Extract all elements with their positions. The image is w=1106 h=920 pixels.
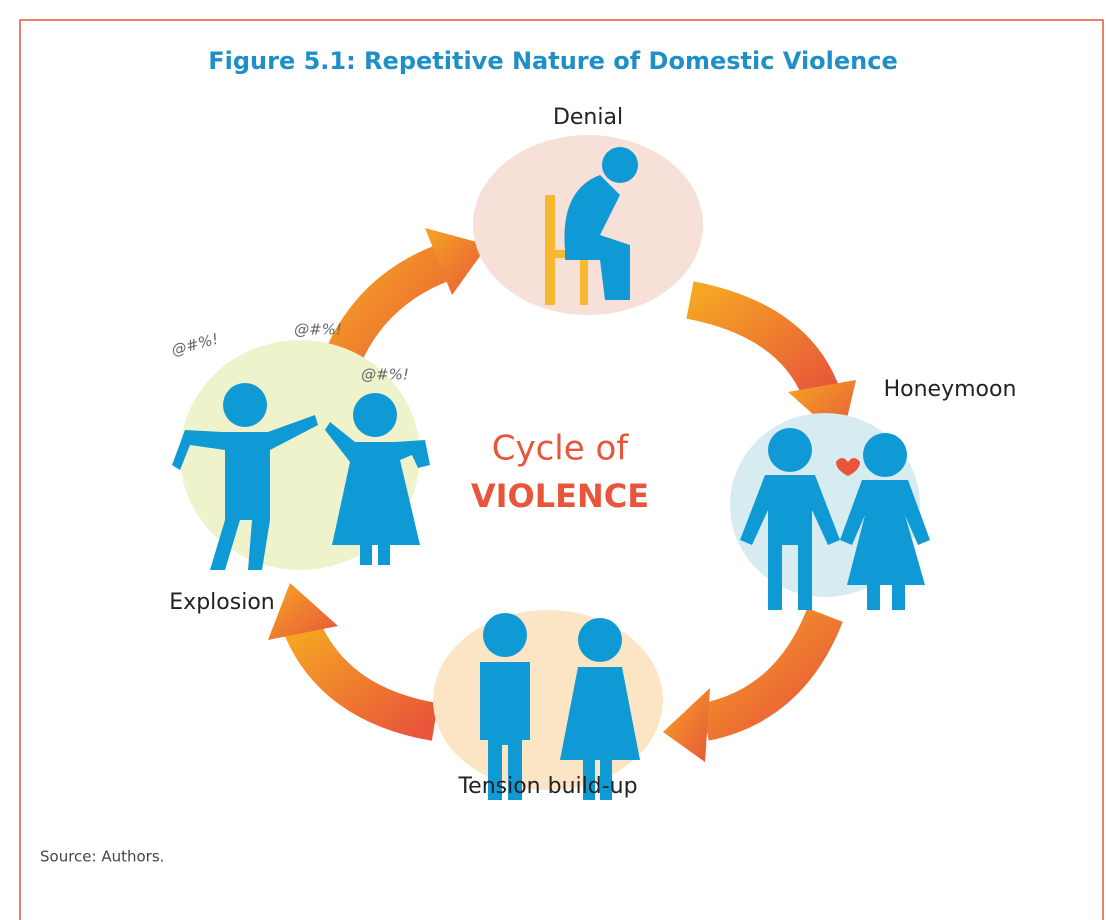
stage-label: Explosion bbox=[169, 590, 274, 615]
stage-label: Tension build-up bbox=[457, 774, 637, 799]
arrow bbox=[700, 607, 843, 741]
arrow-head bbox=[268, 583, 338, 640]
exclamation: @#%! bbox=[169, 330, 220, 360]
arrow-head bbox=[425, 228, 488, 295]
arrow bbox=[686, 281, 840, 403]
tension-figure bbox=[480, 613, 640, 800]
arrow-head bbox=[663, 688, 710, 762]
exclamation: @#%! bbox=[361, 366, 409, 384]
exclamation: @#%! bbox=[294, 321, 342, 339]
tension-circle bbox=[433, 610, 663, 790]
explosion-figure bbox=[172, 383, 430, 570]
stage-label: Honeymoon bbox=[884, 377, 1017, 402]
title: Figure 5.1: Repetitive Nature of Domesti… bbox=[208, 47, 898, 75]
frame bbox=[19, 19, 1104, 920]
arrow bbox=[284, 620, 439, 741]
honeymoon-figure bbox=[740, 428, 930, 610]
center-line2: VIOLENCE bbox=[471, 477, 649, 515]
source: Source: Authors. bbox=[40, 848, 164, 866]
denial-figure bbox=[545, 147, 638, 305]
stage-label: Denial bbox=[553, 105, 623, 130]
center-line1: Cycle of bbox=[492, 429, 630, 469]
